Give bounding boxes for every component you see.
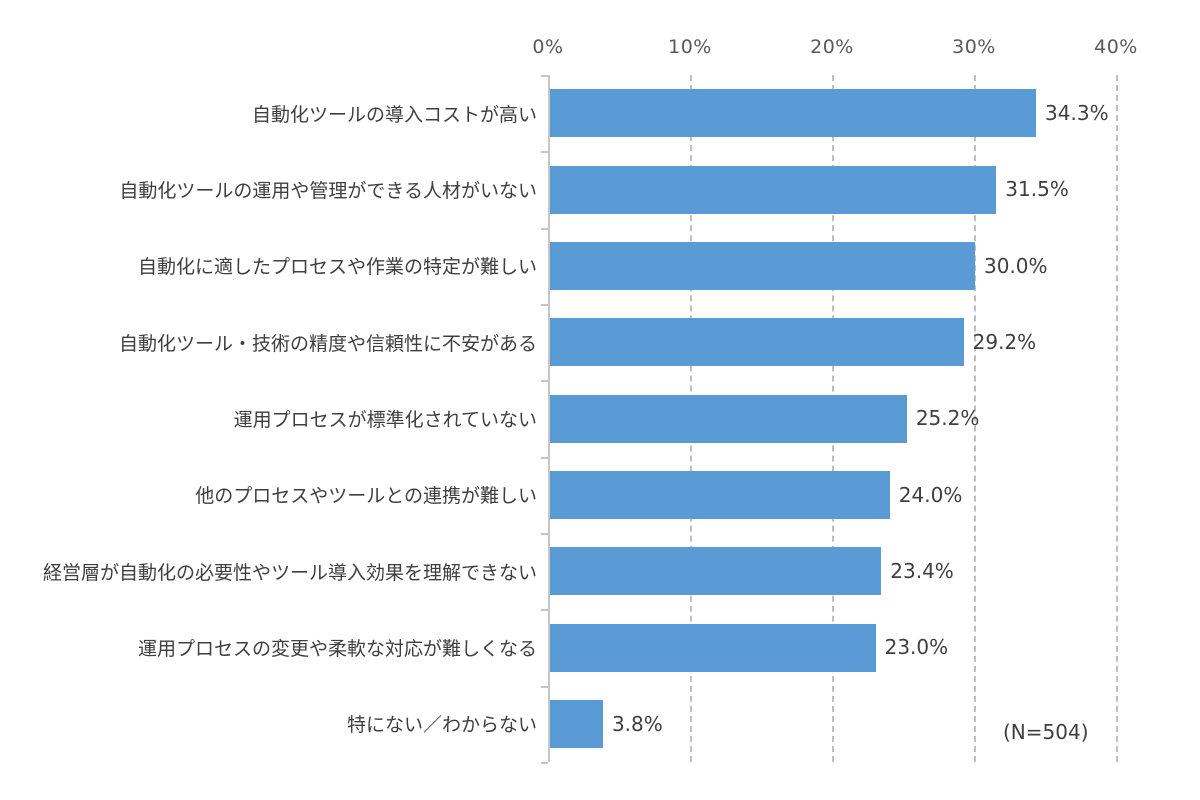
x-axis-tick-label: 10% [668, 36, 712, 58]
axis-tick-mark [541, 304, 548, 306]
bar [549, 547, 882, 596]
axis-tick-mark [541, 75, 548, 77]
category-label: 自動化ツールの導入コストが高い [251, 103, 537, 126]
axis-tick-mark [541, 685, 548, 688]
x-axis-tick-label: 0% [532, 36, 564, 58]
axis-tick-mark [541, 380, 548, 383]
category-label: 自動化ツールの運用や管理ができる人材がいない [119, 179, 537, 202]
category-label: 特にない／わからない [346, 714, 537, 737]
bar [549, 470, 890, 519]
gridline [974, 75, 976, 762]
bar [549, 318, 964, 367]
value-label: 34.3% [1045, 101, 1109, 126]
value-label: 31.5% [1005, 177, 1069, 202]
value-label: 30.0% [984, 253, 1048, 278]
category-label: 他のプロセスやツールとの連携が難しい [195, 485, 537, 508]
axis-tick-mark [541, 533, 548, 535]
value-label: 25.2% [915, 406, 980, 431]
x-axis-tick-label: 30% [952, 36, 996, 58]
category-label: 運用プロセスの変更や柔軟な対応が難しくなる [137, 637, 537, 660]
bar [549, 89, 1037, 138]
value-label: 29.2% [972, 330, 1037, 355]
category-label: 経営層が自動化の必要性やツール導入効果を理解できない [42, 561, 537, 584]
x-axis-tick-label: 20% [810, 36, 854, 58]
bar [549, 623, 876, 672]
value-label: 23.4% [890, 559, 954, 584]
gridline [1116, 75, 1118, 762]
bar [549, 241, 975, 290]
value-label: 23.0% [884, 635, 949, 660]
x-axis-tick-label: 40% [1094, 36, 1138, 58]
axis-tick-mark [541, 227, 548, 230]
axis-tick-mark [541, 151, 548, 154]
axis-tick-mark [541, 609, 548, 612]
axis-line [548, 75, 550, 762]
axis-tick-mark [541, 762, 548, 764]
category-label: 自動化に適したプロセスや作業の特定が難しい [137, 256, 537, 279]
bar [549, 394, 907, 443]
sample-size-annotation: (N=504) [1003, 720, 1089, 744]
bar [549, 699, 603, 748]
category-label: 自動化ツール・技術の精度や信頼性に不安がある [118, 332, 537, 355]
axis-tick-mark [541, 456, 548, 459]
category-label: 運用プロセスが標準化されていない [233, 408, 537, 431]
value-label: 3.8% [611, 711, 663, 736]
bar [549, 165, 997, 214]
value-label: 24.0% [898, 482, 963, 507]
